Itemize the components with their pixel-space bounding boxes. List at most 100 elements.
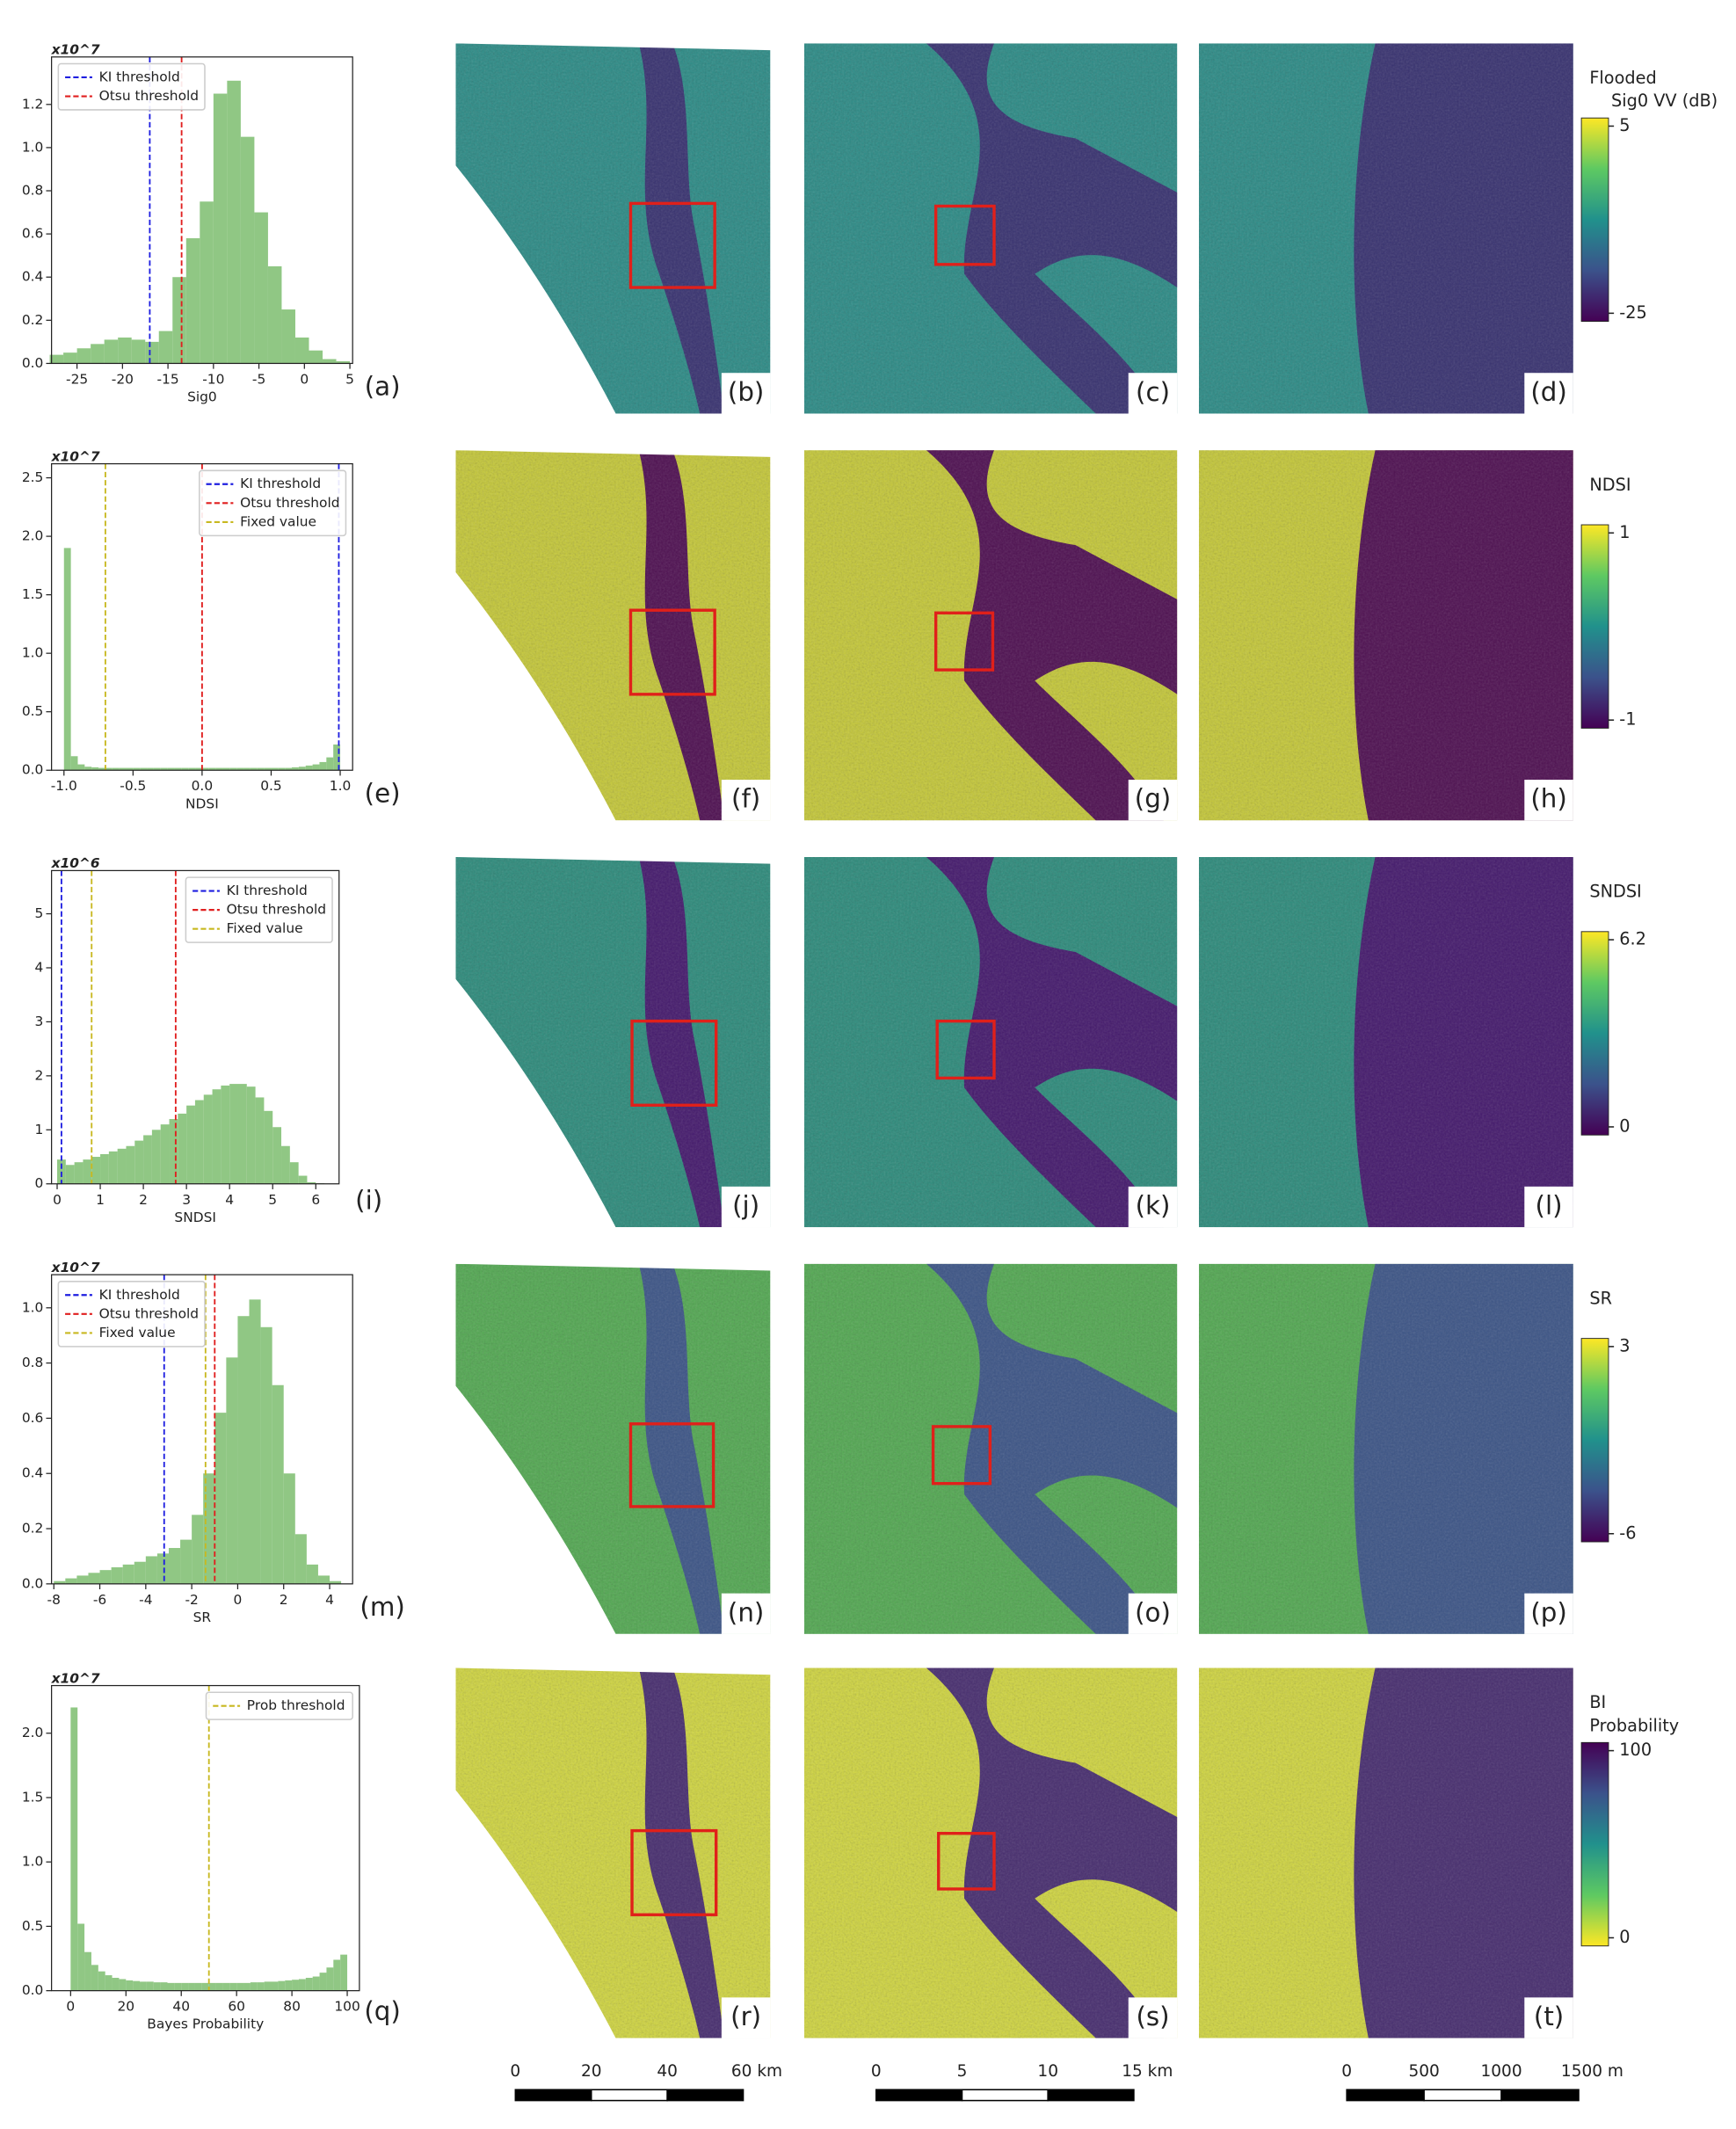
histogram-bar [105, 767, 113, 771]
colorbar-top-label: 5 [1619, 115, 1630, 135]
legend-label: Otsu threshold [227, 902, 326, 918]
histogram-bar [172, 277, 186, 364]
y-tick-label: 1.0 [22, 1854, 44, 1870]
histogram-bar [63, 352, 77, 364]
map-speckle [803, 43, 1178, 414]
histogram-bar [250, 1982, 258, 1991]
zoom-box [935, 1019, 996, 1080]
x-tick-label: -20 [112, 371, 134, 387]
y-tick-label: 2.0 [22, 1725, 44, 1740]
x-tick-label: 0 [53, 1192, 62, 1208]
histogram-bar [278, 767, 286, 771]
legend-label: KI threshold [99, 1287, 180, 1303]
histogram-bar [160, 1124, 170, 1184]
histogram-bar [246, 1086, 256, 1184]
histogram-bar [283, 1473, 295, 1584]
panel-label: (o) [1135, 1597, 1171, 1627]
colorbar-top-label: 100 [1619, 1740, 1652, 1760]
zoom-box [628, 201, 716, 289]
y-offset-label: x10^7 [51, 448, 100, 464]
legend-label: Otsu threshold [99, 88, 199, 104]
label-box [1128, 1593, 1178, 1634]
y-tick-label: 0.5 [22, 1918, 44, 1934]
y-tick-label: 0.5 [22, 703, 44, 719]
histogram-bar [294, 1534, 307, 1584]
histogram-bar [278, 1980, 286, 1991]
x-tick-label: 5 [268, 1192, 277, 1208]
y-tick-label: 1.5 [22, 586, 44, 602]
histogram-bar [267, 265, 282, 364]
histogram-bar [264, 1981, 272, 1991]
histogram-bar [88, 1573, 100, 1584]
map-image [803, 856, 1178, 1228]
histogram-bar [257, 1982, 265, 1991]
y-tick-label: 1.5 [22, 1789, 44, 1805]
histogram-bar [229, 1982, 237, 1991]
x-tick-label: -4 [139, 1592, 152, 1608]
x-tick-label: -2 [185, 1592, 198, 1608]
histogram-bar [104, 339, 119, 364]
histogram-bar [254, 212, 268, 364]
y-tick-label: 0.0 [22, 355, 44, 371]
histogram-bar [272, 1384, 284, 1584]
scale-label: 15 km [1122, 2062, 1173, 2081]
panel-label: (l) [1536, 1190, 1563, 1220]
colorbar [1580, 117, 1609, 323]
scale-label: 0 [510, 2062, 520, 2081]
histogram-bar [54, 1580, 66, 1584]
zoom-box [933, 611, 995, 672]
panel-label: (e) [365, 779, 401, 809]
y-offset-label: x10^7 [51, 1670, 100, 1686]
histogram: -1.0 -0.5 0.0 0.5 1.0 0.0 0.5 1.0 1.5 2.0 2.5 x10^7… [22, 448, 353, 811]
histogram-bar [77, 1923, 85, 1991]
map-panel [1198, 856, 1573, 1228]
histogram-bar [146, 1981, 154, 1991]
histogram-bar [215, 767, 223, 771]
histogram-bar [200, 201, 214, 364]
x-tick-label: 40 [172, 1999, 190, 2015]
histogram-bar [151, 1130, 161, 1184]
histogram-bar [147, 767, 154, 771]
y-tick-label: 0.2 [22, 1521, 44, 1537]
map-panel [803, 856, 1178, 1228]
colorbar-title: SNDSI [1589, 882, 1641, 902]
zoom-box [933, 204, 996, 266]
scale-label: 500 [1408, 2062, 1439, 2081]
histogram-bar [105, 1975, 113, 1991]
histogram-bar [240, 136, 255, 364]
legend-label: Prob threshold [247, 1697, 345, 1713]
y-tick-label: 0.6 [22, 226, 44, 242]
panel-label: (q) [364, 1996, 400, 2026]
y-offset-label: x10^6 [51, 855, 100, 871]
map-image [1198, 450, 1573, 821]
scale-label: 0 [1341, 2062, 1352, 2081]
label-box [721, 1593, 771, 1634]
panel-label: (s) [1136, 2002, 1169, 2031]
colorbar-top-label: 3 [1619, 1335, 1630, 1355]
histogram-bar [111, 1567, 123, 1584]
histogram-bar [99, 1570, 112, 1584]
histogram-bar [140, 767, 148, 771]
map-image [455, 856, 771, 1228]
map-speckle [803, 450, 1178, 821]
label-box [1524, 373, 1573, 414]
histogram-bar [195, 767, 202, 771]
legend: Prob threshold [205, 1691, 353, 1720]
histogram-bar [294, 337, 309, 364]
panel-label: (a) [365, 372, 401, 402]
histogram-bar [264, 767, 272, 771]
x-tick-label: -5 [252, 371, 265, 387]
colorbar-top-label: 1 [1619, 522, 1630, 542]
label-box [1128, 780, 1178, 821]
y-tick-label: 0 [35, 1175, 44, 1191]
histogram-bar [323, 359, 337, 364]
histogram-bar [74, 1162, 84, 1184]
histogram-bar [201, 767, 209, 771]
y-tick-label: 0.0 [22, 762, 44, 778]
colorbar-top-label: 6.2 [1619, 929, 1646, 949]
map-image [803, 43, 1178, 414]
histogram-bar [143, 1135, 152, 1184]
histogram-bar [118, 337, 132, 364]
zoom-box [628, 1422, 715, 1508]
